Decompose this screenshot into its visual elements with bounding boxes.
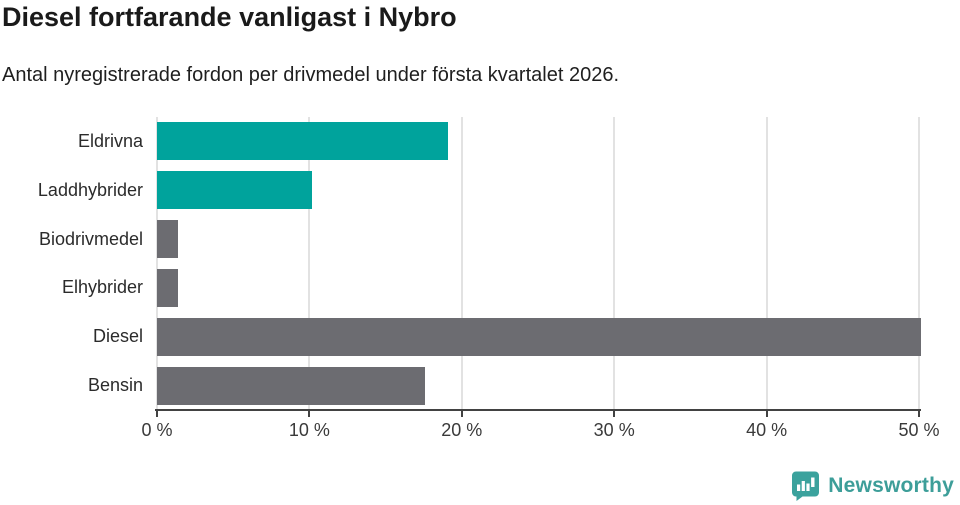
x-tick-label: 50 % bbox=[898, 420, 940, 440]
x-tick-mark bbox=[918, 411, 920, 417]
category-label: Elhybrider bbox=[61, 277, 143, 298]
x-tick-label: 40 % bbox=[746, 420, 788, 440]
category-label: Laddhybrider bbox=[37, 179, 143, 200]
x-axis-line bbox=[155, 409, 921, 411]
x-tick-mark bbox=[308, 411, 311, 417]
gridline bbox=[460, 117, 463, 410]
x-tick-label: 20 % bbox=[441, 420, 483, 440]
category-label: Eldrivna bbox=[77, 130, 143, 151]
bar-row bbox=[157, 171, 919, 210]
category-label-column: Eldrivna Laddhybrider Biodrivmedel Elhybrid… bbox=[0, 117, 143, 410]
bar-row bbox=[157, 366, 919, 405]
bar-diesel bbox=[157, 317, 921, 356]
gridline bbox=[918, 117, 920, 410]
x-tick-mark bbox=[765, 411, 768, 417]
bar-elhybrider bbox=[157, 268, 179, 307]
gridline bbox=[308, 117, 311, 410]
bar-eldrivna bbox=[157, 122, 449, 161]
category-label: Bensin bbox=[87, 375, 143, 396]
category-label: Diesel bbox=[92, 326, 143, 347]
x-tick-mark bbox=[613, 411, 616, 417]
chart-title: Diesel fortfarande vanligast i Nybro bbox=[2, 2, 457, 32]
x-tick-mark bbox=[156, 411, 158, 417]
x-tick-mark bbox=[460, 411, 463, 417]
bar-biodrivmedel bbox=[157, 220, 179, 259]
bar-row bbox=[157, 220, 919, 259]
bar-laddhybrider bbox=[157, 171, 313, 210]
gridline bbox=[156, 117, 158, 410]
bar-row bbox=[157, 268, 919, 307]
brand-label: Newsworthy bbox=[828, 474, 954, 497]
plot-area bbox=[156, 117, 921, 410]
bar-bensin bbox=[157, 366, 426, 405]
gridline bbox=[765, 117, 768, 410]
chart-subtitle: Antal nyregistrerade fordon per drivmede… bbox=[2, 64, 620, 86]
category-label: Biodrivmedel bbox=[38, 228, 143, 249]
x-tick-label: 0 % bbox=[141, 420, 173, 440]
newsworthy-brand: Newsworthy bbox=[791, 471, 954, 501]
bar-row bbox=[157, 122, 919, 161]
x-tick-label: 10 % bbox=[288, 420, 330, 440]
bar-row bbox=[157, 317, 921, 356]
bar-chart-speech-bubble-icon bbox=[792, 471, 820, 501]
gridline bbox=[613, 117, 616, 410]
x-tick-label: 30 % bbox=[593, 420, 635, 440]
